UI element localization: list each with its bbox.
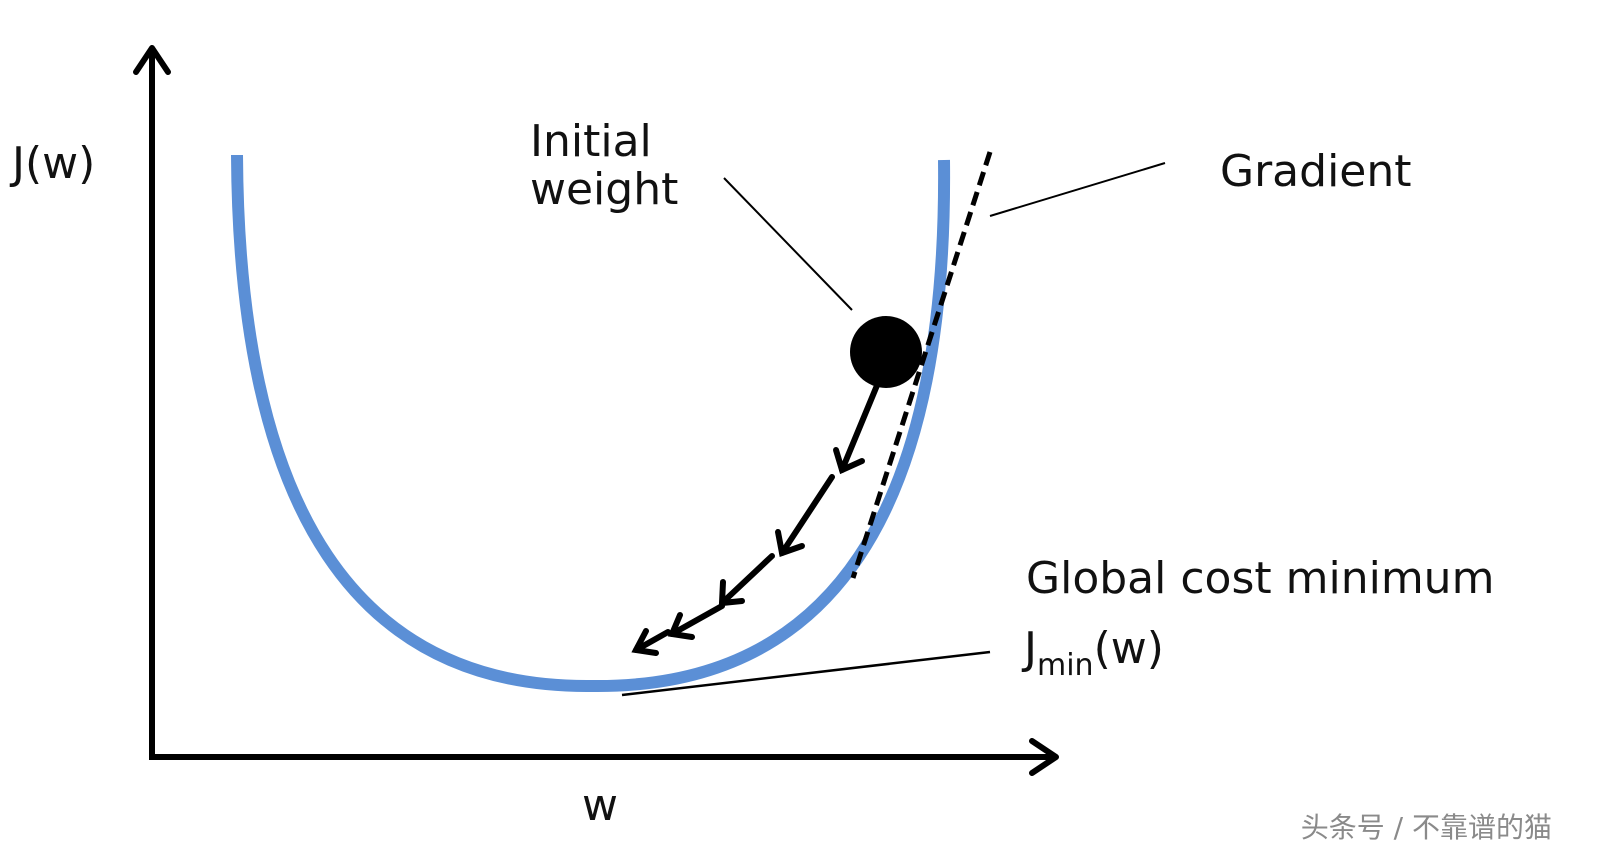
x-axis-arrowhead — [1029, 738, 1059, 776]
initial-weight-ball — [850, 316, 922, 388]
watermark: 头条号 / 不靠谱的猫 — [1300, 811, 1552, 844]
y-axis-label: J(w) — [12, 138, 96, 189]
gradient-tangent-line — [850, 151, 993, 579]
arrow-down-left-icon — [631, 628, 671, 656]
arrow-down-left-icon — [775, 474, 835, 557]
gradient-pointer — [989, 162, 1166, 217]
arrow-down-left-icon — [833, 380, 881, 475]
initial-weight-pointer — [723, 177, 853, 311]
global-minimum-label: Global cost minimum — [1026, 553, 1495, 604]
jmin-main: J — [1024, 623, 1037, 674]
jmin-subscript: min — [1036, 648, 1094, 683]
jmin-tail: (w) — [1093, 623, 1164, 674]
y-axis-arrowhead — [133, 45, 171, 75]
minimum-pointer — [621, 650, 991, 697]
cost-curve — [231, 154, 951, 693]
gradient-label: Gradient — [1220, 146, 1412, 197]
x-axis-label: w — [582, 780, 618, 831]
jmin-label: Jmin(w) — [1024, 623, 1164, 683]
descent-step-arrows — [631, 380, 881, 656]
initial-weight-label: Initial weight — [530, 116, 679, 216]
arrow-down-left-icon — [667, 603, 725, 640]
initial-weight-line2: weight — [530, 164, 679, 216]
arrow-down-left-icon — [718, 553, 775, 607]
initial-weight-line1: Initial — [530, 116, 652, 167]
